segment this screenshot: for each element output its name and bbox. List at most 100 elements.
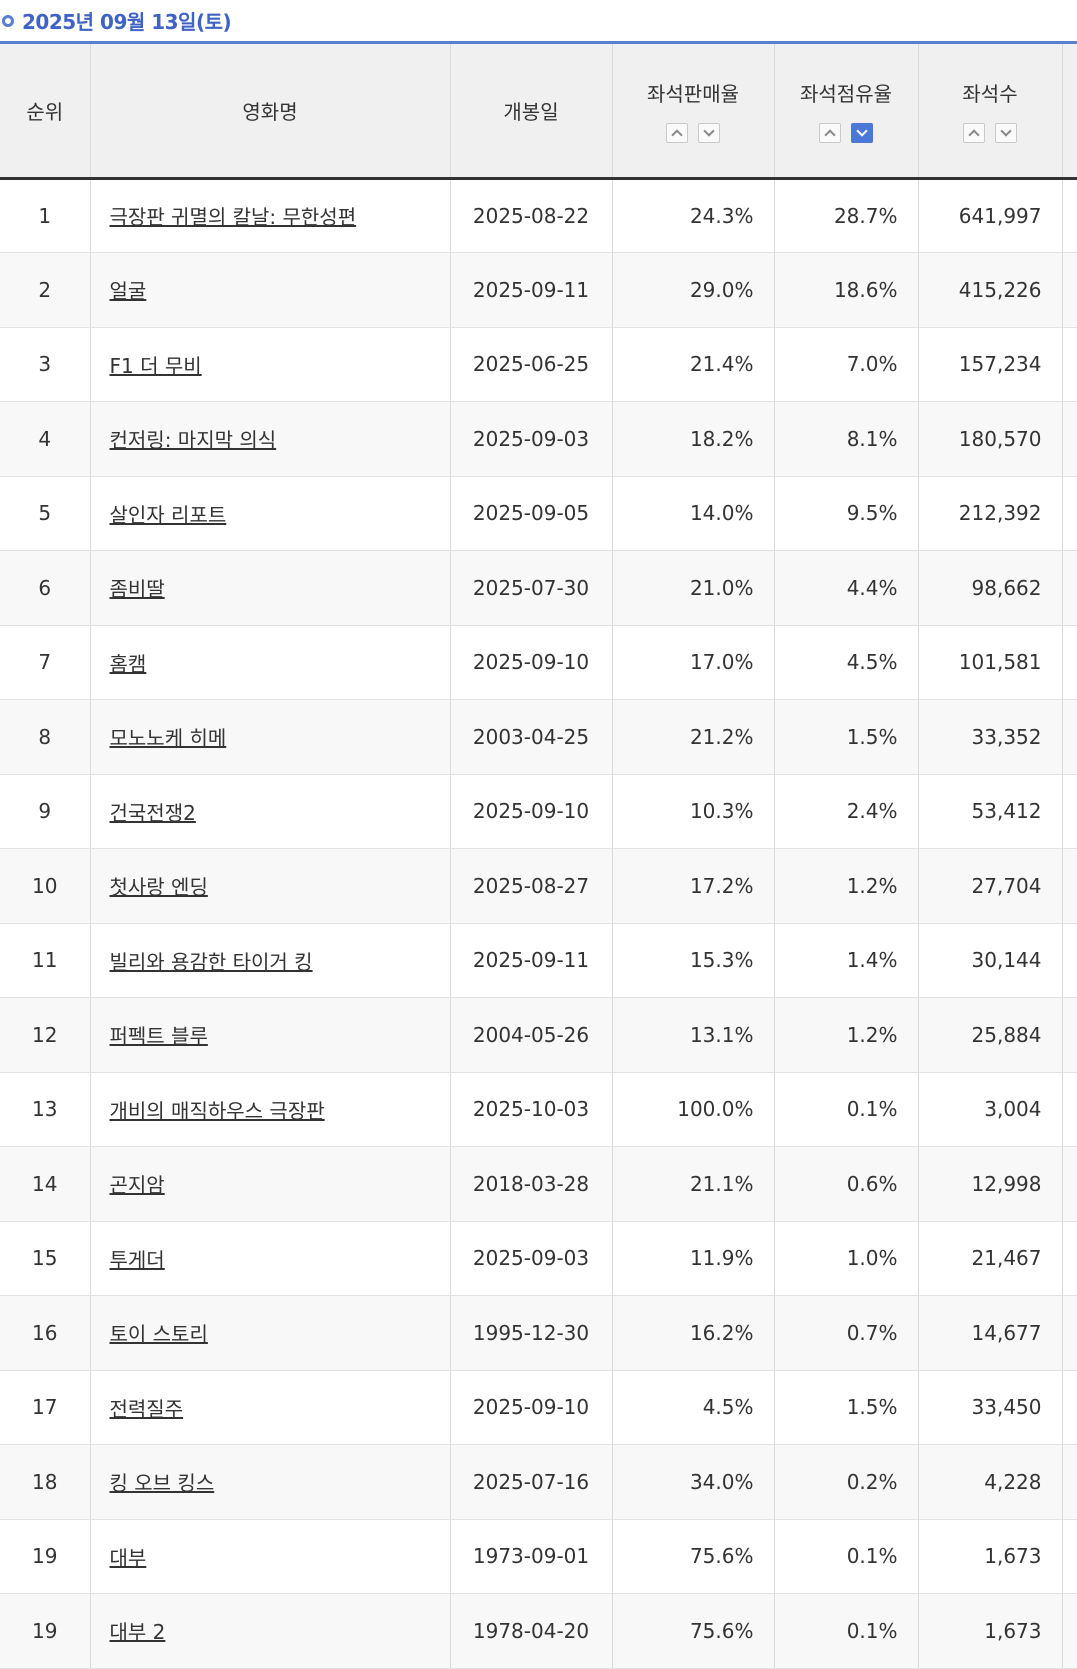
circle-bullet-icon xyxy=(2,14,14,27)
release-date-cell: 1973-09-01 xyxy=(450,1519,613,1594)
movie-title-link[interactable]: 토이 스토리 xyxy=(109,1322,208,1347)
sort-desc-button-active[interactable] xyxy=(851,122,873,143)
movie-title-link[interactable]: F1 더 무비 xyxy=(109,353,202,378)
sort-asc-button[interactable] xyxy=(666,122,688,143)
release-date-cell: 2025-06-25 xyxy=(450,327,613,402)
movie-title-link[interactable]: 개비의 매직하우스 극장판 xyxy=(109,1098,325,1123)
rank-cell: 17 xyxy=(0,1370,91,1445)
movie-title-link[interactable]: 대부 xyxy=(109,1545,147,1570)
sort-asc-button[interactable] xyxy=(819,122,841,143)
seat-sales-rate-cell: 17.2% xyxy=(612,848,775,924)
seat-share-cell: 28.7% xyxy=(774,178,919,253)
rank-cell: 4 xyxy=(0,401,91,477)
rank-cell: 10 xyxy=(0,848,91,924)
rank-cell: 2 xyxy=(0,252,91,328)
sort-asc-button[interactable] xyxy=(963,122,985,143)
movie-title-link[interactable]: 전력질주 xyxy=(109,1396,184,1421)
seats-cell: 101,581 xyxy=(918,625,1063,700)
release-date-cell: 1995-12-30 xyxy=(450,1295,613,1371)
sort-desc-button[interactable] xyxy=(698,122,720,143)
sort-desc-button[interactable] xyxy=(995,122,1017,143)
rank-cell: 16 xyxy=(0,1295,91,1371)
seats-cell: 180,570 xyxy=(918,401,1063,477)
rank-cell: 15 xyxy=(0,1221,91,1296)
movie-title-link[interactable]: 모노노케 히메 xyxy=(109,726,227,751)
seats-cell: 27,704 xyxy=(918,848,1063,924)
movie-title-cell: 좀비딸 xyxy=(90,550,451,626)
chevron-up-icon xyxy=(671,129,683,141)
release-date-cell: 2025-09-05 xyxy=(450,476,613,551)
overflow-cell xyxy=(1062,997,1077,1073)
column-header-title: 영화명 xyxy=(90,44,451,180)
column-header-release-date: 개봉일 xyxy=(450,44,613,180)
seat-share-cell: 1.5% xyxy=(774,699,919,775)
seats-cell: 1,673 xyxy=(918,1593,1063,1669)
movie-title-cell: 첫사랑 엔딩 xyxy=(90,848,451,924)
seat-sales-rate-cell: 21.0% xyxy=(612,550,775,626)
overflow-cell xyxy=(1062,774,1077,849)
table-row: 13 개비의 매직하우스 극장판 2025-10-03 100.0% 0.1% 3,004 xyxy=(0,1072,1077,1147)
release-date-cell: 2025-09-03 xyxy=(450,401,613,477)
movie-title-link[interactable]: 첫사랑 엔딩 xyxy=(109,875,208,900)
movie-title-cell: F1 더 무비 xyxy=(90,327,451,402)
rank-cell: 14 xyxy=(0,1146,91,1222)
seat-share-cell: 4.4% xyxy=(774,550,919,626)
column-header-label: 좌석수 xyxy=(962,81,1018,106)
column-header-seats: 좌석수 xyxy=(918,44,1063,180)
chevron-up-icon xyxy=(968,129,980,141)
overflow-cell xyxy=(1062,1444,1077,1520)
rank-cell: 19 xyxy=(0,1593,91,1669)
seats-cell: 641,997 xyxy=(918,178,1063,253)
movie-title-link[interactable]: 얼굴 xyxy=(109,279,147,304)
movie-title-cell: 극장판 귀멸의 칼날: 무한성편 xyxy=(90,178,451,253)
overflow-cell xyxy=(1062,401,1077,477)
release-date-cell: 2018-03-28 xyxy=(450,1146,613,1222)
column-header-seat-share: 좌석점유율 xyxy=(774,44,919,180)
overflow-cell xyxy=(1062,1146,1077,1222)
movie-title-cell: 컨저링: 마지막 의식 xyxy=(90,401,451,477)
movie-title-link[interactable]: 좀비딸 xyxy=(109,577,165,602)
table-row: 6 좀비딸 2025-07-30 21.0% 4.4% 98,662 xyxy=(0,550,1077,626)
rank-cell: 11 xyxy=(0,923,91,998)
seat-sales-rate-cell: 21.4% xyxy=(612,327,775,402)
seat-share-cell: 0.2% xyxy=(774,1444,919,1520)
movie-title-link[interactable]: 곤지암 xyxy=(109,1173,165,1198)
table-row: 16 토이 스토리 1995-12-30 16.2% 0.7% 14,677 xyxy=(0,1295,1077,1371)
overflow-cell xyxy=(1062,1072,1077,1147)
seat-sales-rate-cell: 34.0% xyxy=(612,1444,775,1520)
table-row: 19 대부 2 1978-04-20 75.6% 0.1% 1,673 xyxy=(0,1593,1077,1669)
movie-title-link[interactable]: 빌리와 용감한 타이거 킹 xyxy=(109,949,313,974)
seat-sales-rate-cell: 13.1% xyxy=(612,997,775,1073)
seats-cell: 4,228 xyxy=(918,1444,1063,1520)
movie-title-link[interactable]: 극장판 귀멸의 칼날: 무한성편 xyxy=(109,205,357,230)
date-header: 2025년 09월 13일(토) xyxy=(0,0,1077,44)
seat-share-cell: 8.1% xyxy=(774,401,919,477)
movie-title-cell: 투게더 xyxy=(90,1221,451,1296)
movie-title-cell: 건국전쟁2 xyxy=(90,774,451,849)
column-header-rank: 순위 xyxy=(0,44,91,180)
seats-cell: 157,234 xyxy=(918,327,1063,402)
overflow-cell xyxy=(1062,1519,1077,1594)
movie-title-cell: 대부 2 xyxy=(90,1593,451,1669)
release-date-cell: 2025-09-10 xyxy=(450,774,613,849)
release-date-cell: 2025-09-10 xyxy=(450,625,613,700)
movie-title-link[interactable]: 컨저링: 마지막 의식 xyxy=(109,428,277,453)
movie-title-link[interactable]: 홈캠 xyxy=(109,651,147,676)
rank-cell: 19 xyxy=(0,1519,91,1594)
movie-title-link[interactable]: 살인자 리포트 xyxy=(109,502,227,527)
overflow-cell xyxy=(1062,1370,1077,1445)
movie-title-link[interactable]: 투게더 xyxy=(109,1247,165,1272)
movie-title-link[interactable]: 건국전쟁2 xyxy=(109,800,196,825)
seats-cell: 1,673 xyxy=(918,1519,1063,1594)
seats-cell: 30,144 xyxy=(918,923,1063,998)
table-row: 17 전력질주 2025-09-10 4.5% 1.5% 33,450 xyxy=(0,1370,1077,1445)
seat-sales-rate-cell: 11.9% xyxy=(612,1221,775,1296)
release-date-cell: 2003-04-25 xyxy=(450,699,613,775)
overflow-cell xyxy=(1062,923,1077,998)
release-date-cell: 2025-09-10 xyxy=(450,1370,613,1445)
movie-title-cell: 살인자 리포트 xyxy=(90,476,451,551)
movie-title-link[interactable]: 대부 2 xyxy=(109,1620,166,1645)
movie-title-link[interactable]: 킹 오브 킹스 xyxy=(109,1471,215,1496)
movie-title-link[interactable]: 퍼펙트 블루 xyxy=(109,1024,208,1049)
chevron-up-icon xyxy=(824,129,836,141)
